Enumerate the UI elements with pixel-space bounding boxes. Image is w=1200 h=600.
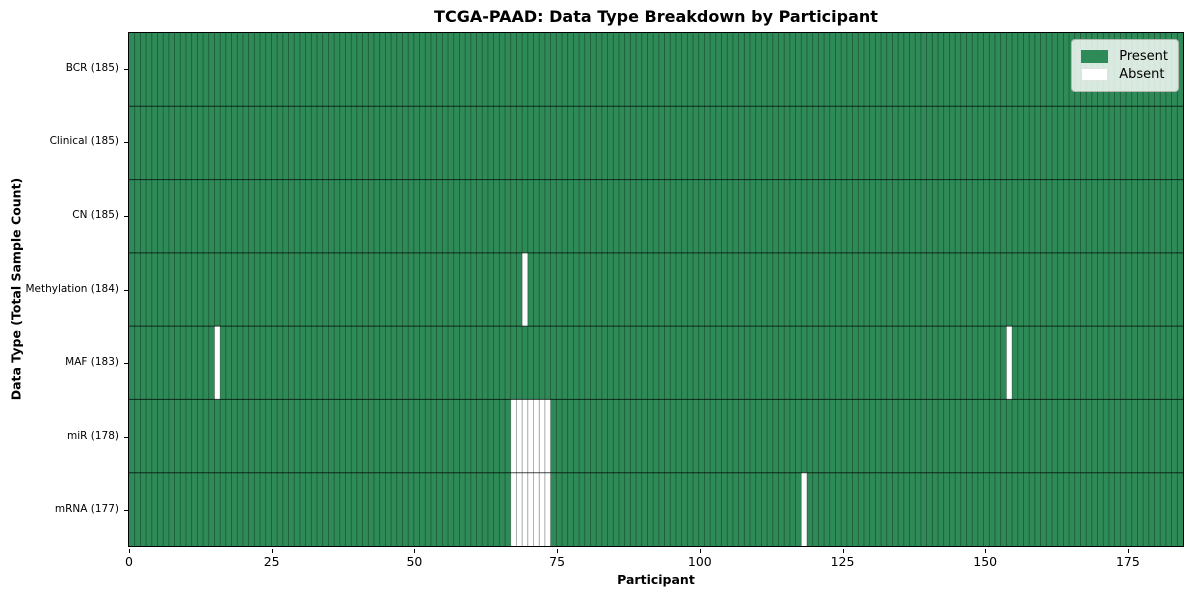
x-tick-label: 50 bbox=[406, 554, 423, 569]
plot-area: Present Absent bbox=[128, 32, 1184, 547]
y-tick-label: miR (178) bbox=[66, 429, 119, 442]
x-tick-mark bbox=[985, 549, 987, 553]
x-tick-label: 175 bbox=[1115, 554, 1140, 569]
x-tick-label: 25 bbox=[263, 554, 280, 569]
legend-item-present: Present bbox=[1081, 49, 1168, 64]
x-tick-mark bbox=[414, 549, 416, 553]
x-tick-mark bbox=[1127, 549, 1129, 553]
x-tick-mark bbox=[557, 549, 559, 553]
y-tick-label: CN (185) bbox=[72, 208, 119, 221]
x-tick-label: 150 bbox=[973, 554, 998, 569]
x-tick-label: 0 bbox=[125, 554, 133, 569]
legend-label-absent: Absent bbox=[1119, 67, 1165, 82]
y-tick-mark bbox=[124, 215, 128, 217]
y-tick-label: mRNA (177) bbox=[54, 503, 119, 516]
y-tick-mark bbox=[124, 436, 128, 438]
x-tick-label: 100 bbox=[687, 554, 712, 569]
y-tick-mark bbox=[124, 510, 128, 512]
chart-title: TCGA-PAAD: Data Type Breakdown by Partic… bbox=[434, 7, 878, 26]
heatmap-canvas bbox=[129, 33, 1183, 546]
present-swatch-icon bbox=[1081, 50, 1109, 63]
x-axis-label: Participant bbox=[617, 572, 695, 587]
y-tick-mark bbox=[124, 68, 128, 70]
y-tick-label: BCR (185) bbox=[65, 61, 119, 74]
y-tick-mark bbox=[124, 142, 128, 144]
x-tick-label: 125 bbox=[830, 554, 855, 569]
x-tick-mark bbox=[699, 549, 701, 553]
y-tick-mark bbox=[124, 289, 128, 291]
y-tick-label: Methylation (184) bbox=[25, 282, 119, 295]
x-tick-mark bbox=[842, 549, 844, 553]
x-tick-mark bbox=[129, 549, 130, 553]
y-tick-mark bbox=[124, 363, 128, 365]
absent-swatch-icon bbox=[1081, 68, 1109, 81]
y-tick-label: MAF (183) bbox=[65, 356, 119, 369]
legend-label-present: Present bbox=[1119, 49, 1168, 64]
legend-item-absent: Absent bbox=[1081, 67, 1168, 82]
x-tick-mark bbox=[271, 549, 273, 553]
y-tick-label: Clinical (185) bbox=[49, 135, 119, 148]
x-tick-label: 75 bbox=[549, 554, 566, 569]
legend: Present Absent bbox=[1071, 39, 1179, 92]
